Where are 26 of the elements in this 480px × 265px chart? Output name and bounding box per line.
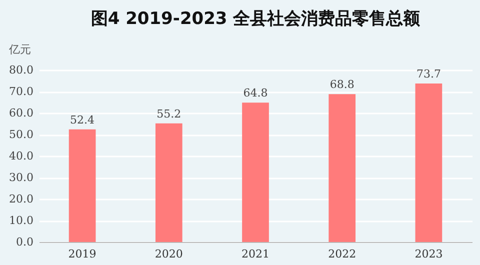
bar <box>415 84 442 242</box>
x-tick-label: 2019 <box>68 248 96 260</box>
y-tick-label: 80.0 <box>9 64 34 76</box>
bar <box>68 129 96 242</box>
data-label: 52.4 <box>70 113 95 126</box>
y-tick-label: 0.0 <box>16 236 34 248</box>
data-label: 64.8 <box>243 86 268 100</box>
y-tick-label: 60.0 <box>9 106 34 120</box>
y-tick-label: 70.0 <box>9 85 34 98</box>
x-tick-label: 2023 <box>414 248 443 260</box>
bar <box>155 123 182 242</box>
y-tick-label: 30.0 <box>9 171 34 184</box>
y-axis-title: 亿元 <box>8 43 31 56</box>
x-tick-label: 2022 <box>328 248 356 260</box>
y-tick-label: 50.0 <box>9 128 34 141</box>
y-tick-label: 40.0 <box>9 150 34 162</box>
chart-title: 图4 2019-2023 全县社会消费品零售总额 <box>90 9 422 29</box>
bar <box>328 94 356 242</box>
data-label: 68.8 <box>330 78 354 92</box>
bar <box>242 102 269 242</box>
y-tick-label: 10.0 <box>9 214 34 227</box>
data-label: 55.2 <box>156 107 182 120</box>
y-tick-label: 20.0 <box>9 192 34 206</box>
x-tick-label: 2021 <box>242 248 270 260</box>
x-tick-label: 2020 <box>154 248 183 260</box>
data-label: 73.7 <box>416 68 441 81</box>
